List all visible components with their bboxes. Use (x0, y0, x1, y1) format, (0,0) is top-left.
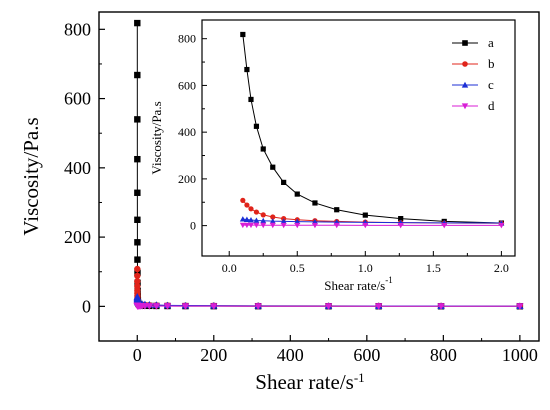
inset-point-a (312, 200, 317, 205)
main-point-b (134, 266, 140, 272)
inset-point-a (244, 67, 249, 72)
legend-label-c: c (488, 77, 494, 92)
legend-label-b: b (488, 56, 495, 71)
main-point-a (134, 190, 140, 196)
main-x-tick-label: 800 (430, 345, 457, 365)
inset-point-a (363, 213, 368, 218)
inset-x-axis-label-text: Shear rate/s (324, 278, 385, 293)
legend-marker-a (462, 40, 468, 46)
main-x-tick-label: 600 (353, 345, 380, 365)
main-point-a (134, 116, 140, 122)
inset-x-axis-label-superscript: -1 (385, 275, 393, 285)
main-y-tick-label: 800 (64, 19, 91, 39)
main-point-a (134, 72, 140, 78)
main-x-tick-label: 1000 (502, 345, 538, 365)
inset-point-a (270, 165, 275, 170)
inset-point-b (240, 198, 245, 203)
inset-point-a (295, 191, 300, 196)
main-x-axis-label-superscript: -1 (354, 370, 365, 385)
main-y-tick-label: 0 (82, 296, 91, 316)
legend-label-a: a (488, 35, 494, 50)
main-x-tick-label: 400 (277, 345, 304, 365)
inset-x-tick-label: 1.0 (358, 261, 373, 275)
main-point-a (134, 20, 140, 26)
inset-y-tick-label: 400 (178, 125, 196, 139)
inset-x-tick-label: 2.0 (494, 261, 509, 275)
main-x-axis-label: Shear rate/s-1 (255, 370, 364, 394)
main-y-tick-label: 400 (64, 158, 91, 178)
inset-point-a (261, 146, 266, 151)
main-point-a (134, 217, 140, 223)
inset-x-tick-label: 0.5 (290, 261, 305, 275)
inset-point-b (254, 209, 259, 214)
legend-marker-b (462, 61, 468, 67)
main-point-a (134, 256, 140, 262)
inset-x-tick-label: 0.0 (222, 261, 237, 275)
main-y-axis-label: Viscosity/Pa.s (19, 117, 43, 235)
main-x-axis-label-text: Shear rate/s (255, 370, 354, 394)
main-point-a (134, 239, 140, 245)
inset-plot: 0.0 0.5 1.0 1.5 2.0 0 200 400 600 800 Shear rate/s… (149, 20, 515, 293)
inset-point-b (244, 202, 249, 207)
inset-point-a (248, 97, 253, 102)
main-x-tick-label: 0 (133, 345, 142, 365)
inset-point-a (281, 180, 286, 185)
inset-point-a (254, 124, 259, 129)
inset-y-tick-label: 800 (178, 32, 196, 46)
inset-y-tick-label: 600 (178, 78, 196, 92)
inset-point-a (240, 32, 245, 37)
inset-y-axis-label: Viscosity/Pa.s (149, 101, 164, 174)
main-x-tick-label: 200 (200, 345, 227, 365)
inset-y-tick-label: 200 (178, 172, 196, 186)
main-y-tick-label: 200 (64, 227, 91, 247)
inset-point-a (334, 207, 339, 212)
inset-x-tick-label: 1.5 (426, 261, 441, 275)
inset-point-b (248, 206, 253, 211)
main-point-a (134, 156, 140, 162)
inset-point-b (261, 212, 266, 217)
legend-label-d: d (488, 98, 495, 113)
main-y-tick-label: 600 (64, 89, 91, 109)
inset-y-tick-label: 0 (190, 219, 196, 233)
inset-x-axis-label: Shear rate/s-1 (324, 275, 393, 293)
main-point-b (134, 273, 140, 279)
